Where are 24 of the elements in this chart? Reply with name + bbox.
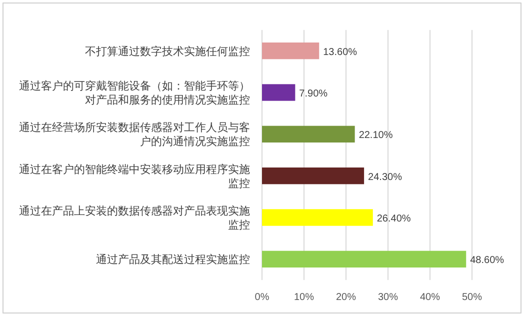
data-label: 26.40% xyxy=(376,214,411,224)
bar xyxy=(262,250,466,268)
y-tick-label: 通过在经营场所安装数据传感器对工作人员与客户的沟通情况实施监控 xyxy=(19,121,250,148)
x-tick-label: 40% xyxy=(420,292,440,303)
y-tick-label: 通过在产品上安装的数据传感器对产品表现实施监控 xyxy=(19,204,250,232)
bar xyxy=(262,42,320,60)
x-tick-label: 50% xyxy=(462,292,482,303)
x-tick-label: 10% xyxy=(294,292,314,303)
x-tick-label: 30% xyxy=(378,292,398,303)
y-tick-label: 通过产品及其配送过程实施监控 xyxy=(96,253,250,266)
data-label: 24.30% xyxy=(368,172,402,183)
bar xyxy=(262,126,355,142)
x-tick-label: 0% xyxy=(254,292,270,303)
bar xyxy=(262,168,364,184)
data-label: 7.90% xyxy=(299,88,328,100)
y-tick-label: 通过客户的可穿戴智能设备（如：智能手环等）对产品和服务的使用情况实施监控 xyxy=(19,80,250,106)
data-label: 22.10% xyxy=(358,130,393,142)
bar xyxy=(262,84,296,101)
data-label: 13.60% xyxy=(323,46,358,58)
y-tick-label: 通过在客户的智能终端中安装移动应用程序实施监控 xyxy=(19,162,250,190)
x-tick-label: 20% xyxy=(336,292,356,303)
data-label: 48.60% xyxy=(470,255,504,266)
bar xyxy=(262,209,373,226)
y-tick-label: 不打算通过数字技术实施任何监控 xyxy=(85,44,250,58)
